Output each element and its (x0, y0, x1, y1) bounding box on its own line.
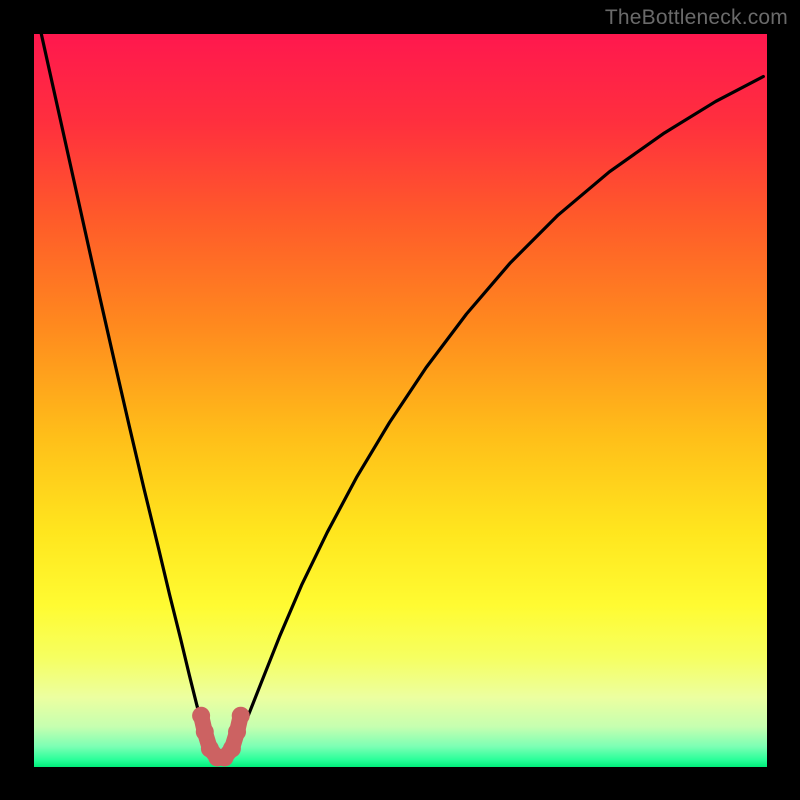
chart-frame: TheBottleneck.com (0, 0, 800, 800)
optimal-range-dot (223, 740, 241, 758)
optimal-range-dot (196, 723, 214, 741)
watermark-text: TheBottleneck.com (605, 6, 788, 30)
bottleneck-chart-svg (34, 34, 767, 767)
optimal-range-dot (232, 707, 250, 725)
gradient-background (34, 34, 767, 767)
optimal-range-dot (192, 707, 210, 725)
plot-area (34, 34, 767, 767)
optimal-range-dot (228, 723, 246, 741)
